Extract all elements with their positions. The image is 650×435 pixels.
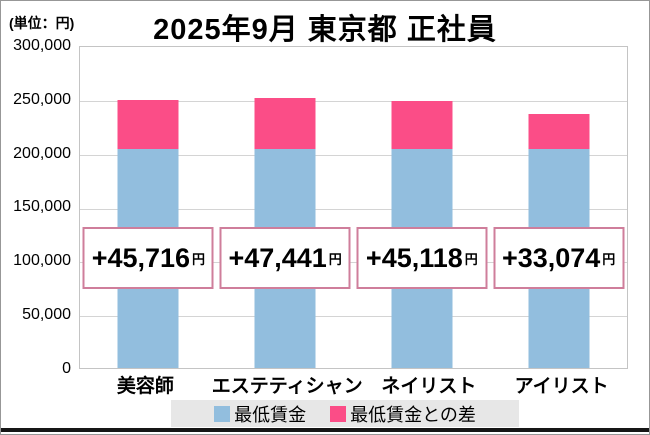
diff-value: +47,441 [228, 242, 327, 273]
gridline-250000 [80, 101, 627, 102]
y-tick: 100,000 [13, 252, 71, 269]
x-label-esthetician: エステティシャン [211, 376, 363, 397]
y-tick: 50,000 [22, 306, 71, 323]
diff-label-box: +33,074 円 [493, 227, 625, 289]
x-label-nailist: ネイリスト [381, 376, 477, 397]
gridline-200000 [80, 155, 627, 156]
bar-segment-diff [254, 98, 316, 149]
y-tick: 250,000 [13, 91, 71, 108]
column-eyelist: +33,074 円 [490, 47, 627, 368]
y-tick: 150,000 [13, 198, 71, 215]
x-axis-labels: 美容師 エステティシャン ネイリスト アイリスト [79, 371, 628, 398]
minwage-swatch-icon [214, 405, 231, 422]
column-nailist: +45,118 円 [354, 47, 491, 368]
diff-label-box: +47,441 円 [219, 227, 351, 289]
diff-unit: 円 [602, 251, 616, 267]
y-tick: 300,000 [13, 37, 71, 54]
bars-layer: +45,716 円 +47,441 円 [80, 47, 627, 368]
y-tick: 200,000 [13, 145, 71, 162]
y-axis: 300,000 250,000 200,000 150,000 100,000 … [1, 37, 71, 377]
diff-unit: 円 [192, 251, 206, 267]
column-biyoshi: +45,716 円 [80, 47, 217, 368]
legend-label: 最低賃金 [234, 404, 307, 425]
diff-swatch-icon [330, 405, 347, 422]
plot-area: +45,716 円 +47,441 円 [79, 46, 628, 369]
legend: 最低賃金 最低賃金との差 [171, 400, 519, 427]
legend-item-diff: 最低賃金との差 [330, 401, 476, 427]
unit-label: (単位：円) [9, 15, 75, 31]
bar-segment-diff [528, 114, 590, 149]
gridline-50000 [80, 316, 627, 317]
x-label-biyoshi: 美容師 [116, 376, 174, 397]
chart-title: 2025年9月 東京都 正社員 [153, 14, 497, 46]
legend-label: 最低賃金との差 [350, 404, 476, 425]
diff-label-box: +45,118 円 [356, 227, 488, 289]
diff-value: +33,074 [501, 242, 601, 273]
bar-segment-diff [117, 100, 179, 149]
bar-segment-diff [391, 101, 453, 149]
bottom-divider [1, 428, 649, 432]
diff-unit: 円 [464, 251, 478, 267]
diff-label-box: +45,716 円 [82, 227, 214, 289]
gridline-100000 [80, 262, 627, 263]
gridline-150000 [80, 209, 627, 210]
diff-unit: 円 [328, 251, 342, 267]
y-tick: 0 [62, 360, 71, 377]
column-esthetician: +47,441 円 [217, 47, 354, 368]
x-label-eyelist: アイリスト [514, 376, 609, 397]
diff-value: +45,118 [365, 242, 463, 273]
diff-value: +45,716 [91, 242, 191, 273]
legend-item-minwage: 最低賃金 [214, 401, 306, 427]
